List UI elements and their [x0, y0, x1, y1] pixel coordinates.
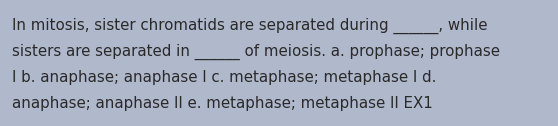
Text: sisters are separated in ______ of meiosis. a. prophase; prophase: sisters are separated in ______ of meios…	[12, 44, 500, 60]
Text: anaphase; anaphase II e. metaphase; metaphase II EX1: anaphase; anaphase II e. metaphase; meta…	[12, 96, 433, 111]
Text: In mitosis, sister chromatids are separated during ______, while: In mitosis, sister chromatids are separa…	[12, 18, 488, 34]
Text: I b. anaphase; anaphase I c. metaphase; metaphase I d.: I b. anaphase; anaphase I c. metaphase; …	[12, 70, 436, 85]
